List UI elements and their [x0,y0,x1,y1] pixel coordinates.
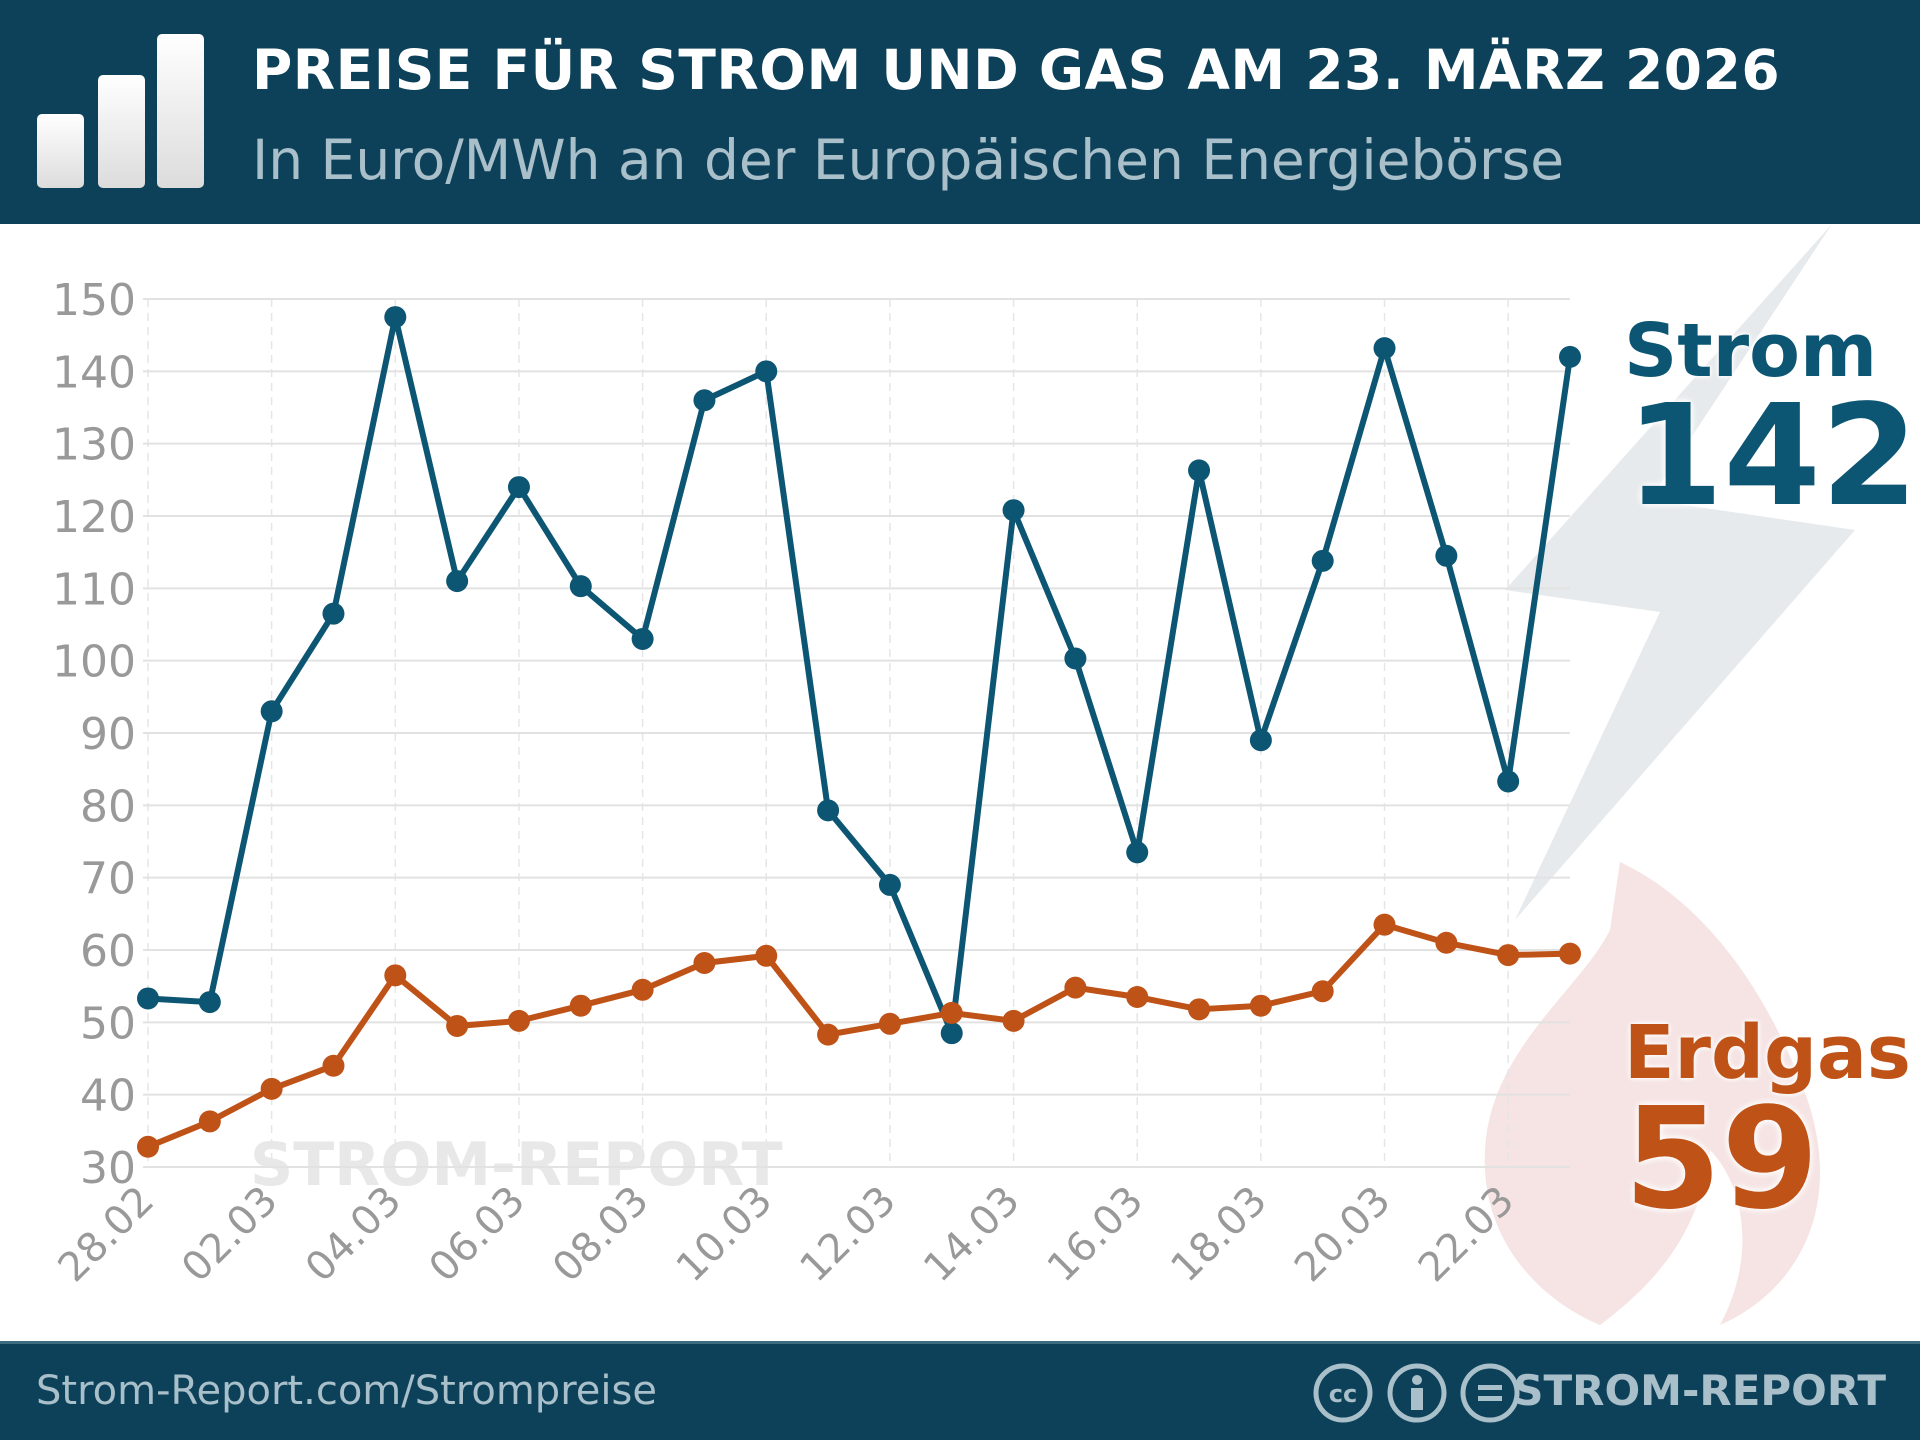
erdgas-point [1373,913,1396,936]
y-tick-label: 30 [80,1143,136,1194]
erdgas-point [569,994,592,1017]
strom-point [446,570,469,593]
y-tick-label: 100 [52,637,136,688]
erdgas-point [817,1023,840,1046]
chart-title: PREISE FÜR STROM UND GAS AM 23. MÄRZ 202… [252,38,1781,102]
erdgas-point [940,1001,963,1024]
erdgas-point [507,1009,530,1032]
strom-point [631,627,654,650]
gas-series-label: Erdgas [1624,1010,1911,1096]
y-tick-label: 90 [80,709,136,760]
x-tick-label: 28.02 [50,1178,164,1292]
header: PREISE FÜR STROM UND GAS AM 23. MÄRZ 202… [0,0,1920,224]
y-tick-label: 70 [80,854,136,905]
cc-icon [1313,1363,1373,1423]
strom-point [1064,647,1087,670]
erdgas-point [1188,998,1211,1021]
erdgas-line [146,921,1571,1150]
strom-point [1002,499,1025,522]
x-tick-label: 12.03 [791,1178,905,1292]
license-icons: cc [1313,1363,1520,1423]
y-tick-label: 40 [80,1071,136,1122]
x-tick-label: 02.03 [173,1178,287,1292]
erdgas-point [137,1135,159,1158]
y-tick-label: 50 [80,998,136,1049]
strom-point [1373,337,1396,360]
y-tick-label: 130 [52,420,136,471]
erdgas-point [1002,1009,1025,1032]
lightning-bolt-icon [1505,224,1855,920]
flame-icon [1484,862,1821,1325]
strom-series-label: Strom [1624,308,1878,394]
x-tick-label: 08.03 [544,1178,658,1292]
erdgas-point [1126,986,1149,1009]
x-tick-label: 06.03 [421,1178,535,1292]
strom-point [507,476,530,499]
strom-point [384,306,407,329]
x-tick-label: 22.03 [1410,1178,1524,1292]
erdgas-point [1311,980,1334,1003]
strom-point [322,602,345,625]
erdgas-point [878,1012,901,1035]
strom-point [1497,770,1520,793]
erdgas-point [1559,942,1581,965]
strom-point [1311,549,1334,572]
svg-text:cc: cc [1329,1380,1357,1408]
strom-point [693,389,716,412]
x-tick-label: 20.03 [1286,1178,1400,1292]
erdgas-point [1435,931,1458,954]
y-tick-label: 140 [52,347,136,398]
footer-brand: STROM-REPORT [1513,1366,1886,1415]
y-tick-label: 80 [80,781,136,832]
erdgas-point [446,1014,469,1037]
erdgas-point [693,952,716,975]
footer: Strom-Report.com/Strompreise cc STROM-RE… [0,1341,1920,1440]
no-derivatives-icon [1460,1363,1520,1423]
erdgas-point [322,1054,345,1077]
x-tick-label: 04.03 [297,1178,411,1292]
x-tick-label: 18.03 [1162,1178,1276,1292]
strom-point [569,575,592,598]
erdgas-point [1497,944,1520,967]
strom-latest-value: 142 [1626,375,1919,538]
strom-point [1249,729,1272,752]
strom-point [1559,345,1581,368]
y-tick-label: 60 [80,926,136,977]
erdgas-point [631,978,654,1001]
strom-point [260,700,283,723]
x-tick-label: 16.03 [1039,1178,1153,1292]
strom-point [755,360,778,383]
strom-point [1435,544,1458,567]
strom-point [198,991,221,1014]
strom-point [878,873,901,896]
y-tick-label: 150 [52,275,136,326]
strom-point [1126,841,1149,864]
erdgas-point [198,1110,221,1133]
x-tick-label: 10.03 [668,1178,782,1292]
strom-point [940,1022,963,1045]
erdgas-point [1064,976,1087,999]
footer-url-link[interactable]: Strom-Report.com/Strompreise [36,1368,657,1414]
y-tick-label: 110 [52,564,136,615]
chart-subtitle: In Euro/MWh an der Europäischen Energieb… [252,128,1565,192]
erdgas-point [755,944,778,967]
y-tick-label: 120 [52,492,136,543]
strom-point [817,799,840,822]
erdgas-point [384,964,407,987]
attribution-icon [1387,1363,1447,1423]
erdgas-point [1249,994,1272,1017]
gas-latest-value: 59 [1624,1078,1819,1241]
x-tick-label: 14.03 [915,1178,1029,1292]
strom-line [147,314,1573,1037]
erdgas-point [260,1077,283,1100]
watermark: STROM-REPORT [250,1130,783,1200]
strom-point [137,987,159,1010]
bar-chart-icon [37,34,204,188]
strom-point [1188,459,1211,482]
